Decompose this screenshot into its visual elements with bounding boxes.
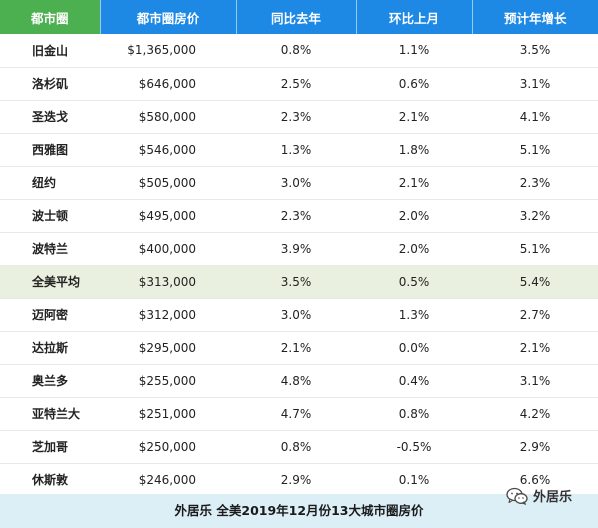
city-cell: 波特兰	[0, 232, 100, 266]
city-cell: 芝加哥	[0, 430, 100, 464]
forecast-cell: 4.2%	[472, 397, 598, 431]
table-row: 圣迭戈 $580,000 2.3% 2.1% 4.1%	[0, 100, 598, 134]
table-row: 波特兰 $400,000 3.9% 2.0% 5.1%	[0, 232, 598, 266]
table-row: 芝加哥 $250,000 0.8% -0.5% 2.9%	[0, 430, 598, 464]
average-row: 全美平均 $313,000 3.5% 0.5% 5.4%	[0, 265, 598, 299]
forecast-cell: 2.7%	[472, 298, 598, 332]
table-row: 奥兰多 $255,000 4.8% 0.4% 3.1%	[0, 364, 598, 398]
city-cell: 圣迭戈	[0, 100, 100, 134]
price-cell: $312,000	[100, 298, 236, 332]
mom-cell: 1.8%	[356, 133, 472, 167]
table-row: 西雅图 $546,000 1.3% 1.8% 5.1%	[0, 133, 598, 167]
mom-cell: 2.1%	[356, 100, 472, 134]
price-cell: $546,000	[100, 133, 236, 167]
forecast-cell: 2.3%	[472, 166, 598, 200]
forecast-cell: 3.2%	[472, 199, 598, 233]
header-forecast: 预计年增长	[472, 0, 598, 34]
price-cell: $646,000	[100, 67, 236, 101]
yoy-cell: 0.8%	[236, 34, 356, 68]
forecast-cell: 4.1%	[472, 100, 598, 134]
header-price: 都市圈房价	[100, 0, 237, 34]
mom-cell: 2.1%	[356, 166, 472, 200]
price-cell: $400,000	[100, 232, 236, 266]
price-cell: $313,000	[100, 265, 236, 299]
city-cell: 迈阿密	[0, 298, 100, 332]
forecast-cell: 2.9%	[472, 430, 598, 464]
wechat-icon	[506, 487, 528, 505]
mom-cell: 0.8%	[356, 397, 472, 431]
caption-bar: 外居乐 全美2019年12月份13大城市圈房价	[0, 494, 598, 528]
header-mom: 环比上月	[356, 0, 473, 34]
forecast-cell: 5.4%	[472, 265, 598, 299]
price-cell: $246,000	[100, 463, 236, 497]
watermark-label: 外居乐	[533, 490, 573, 505]
forecast-cell: 3.1%	[472, 364, 598, 398]
mom-cell: 0.6%	[356, 67, 472, 101]
city-cell: 西雅图	[0, 133, 100, 167]
forecast-cell: 5.1%	[472, 232, 598, 266]
header-city: 都市圈	[0, 0, 101, 34]
mom-cell: 0.5%	[356, 265, 472, 299]
yoy-cell: 3.0%	[236, 298, 356, 332]
yoy-cell: 0.8%	[236, 430, 356, 464]
header-yoy: 同比去年	[236, 0, 357, 34]
mom-cell: 1.3%	[356, 298, 472, 332]
price-cell: $580,000	[100, 100, 236, 134]
city-cell: 亚特兰大	[0, 397, 100, 431]
table-row: 达拉斯 $295,000 2.1% 0.0% 2.1%	[0, 331, 598, 365]
forecast-cell: 3.5%	[472, 34, 598, 68]
city-cell: 休斯敦	[0, 463, 100, 497]
forecast-cell: 2.1%	[472, 331, 598, 365]
table-row: 波士顿 $495,000 2.3% 2.0% 3.2%	[0, 199, 598, 233]
mom-cell: 2.0%	[356, 199, 472, 233]
yoy-cell: 1.3%	[236, 133, 356, 167]
mom-cell: 2.0%	[356, 232, 472, 266]
table-row: 洛杉矶 $646,000 2.5% 0.6% 3.1%	[0, 67, 598, 101]
city-cell: 纽约	[0, 166, 100, 200]
mom-cell: 0.1%	[356, 463, 472, 497]
table-row: 迈阿密 $312,000 3.0% 1.3% 2.7%	[0, 298, 598, 332]
mom-cell: -0.5%	[356, 430, 472, 464]
yoy-cell: 4.7%	[236, 397, 356, 431]
yoy-cell: 3.0%	[236, 166, 356, 200]
mom-cell: 1.1%	[356, 34, 472, 68]
yoy-cell: 4.8%	[236, 364, 356, 398]
yoy-cell: 3.5%	[236, 265, 356, 299]
city-cell: 旧金山	[0, 34, 100, 68]
mom-cell: 0.0%	[356, 331, 472, 365]
table-caption: 外居乐 全美2019年12月份13大城市圈房价	[174, 503, 424, 518]
yoy-cell: 2.3%	[236, 199, 356, 233]
yoy-cell: 2.3%	[236, 100, 356, 134]
price-cell: $1,365,000	[100, 34, 236, 68]
city-cell: 奥兰多	[0, 364, 100, 398]
price-cell: $505,000	[100, 166, 236, 200]
yoy-cell: 2.5%	[236, 67, 356, 101]
mom-cell: 0.4%	[356, 364, 472, 398]
city-cell: 洛杉矶	[0, 67, 100, 101]
city-cell: 达拉斯	[0, 331, 100, 365]
table-row: 亚特兰大 $251,000 4.7% 0.8% 4.2%	[0, 397, 598, 431]
yoy-cell: 2.1%	[236, 331, 356, 365]
price-cell: $255,000	[100, 364, 236, 398]
table-row: 旧金山 $1,365,000 0.8% 1.1% 3.5%	[0, 34, 598, 68]
table-header-row: 都市圈 都市圈房价 同比去年 环比上月 预计年增长	[0, 0, 598, 34]
city-cell: 全美平均	[0, 265, 100, 299]
table-body: 旧金山 $1,365,000 0.8% 1.1% 3.5% 洛杉矶 $646,0…	[0, 34, 598, 497]
wechat-watermark: 外居乐	[506, 486, 572, 505]
forecast-cell: 5.1%	[472, 133, 598, 167]
city-cell: 波士顿	[0, 199, 100, 233]
price-cell: $250,000	[100, 430, 236, 464]
table-row: 纽约 $505,000 3.0% 2.1% 2.3%	[0, 166, 598, 200]
forecast-cell: 3.1%	[472, 67, 598, 101]
price-cell: $495,000	[100, 199, 236, 233]
yoy-cell: 2.9%	[236, 463, 356, 497]
yoy-cell: 3.9%	[236, 232, 356, 266]
price-cell: $251,000	[100, 397, 236, 431]
price-cell: $295,000	[100, 331, 236, 365]
home-price-table: 都市圈 都市圈房价 同比去年 环比上月 预计年增长 旧金山 $1,365,000…	[0, 0, 598, 497]
